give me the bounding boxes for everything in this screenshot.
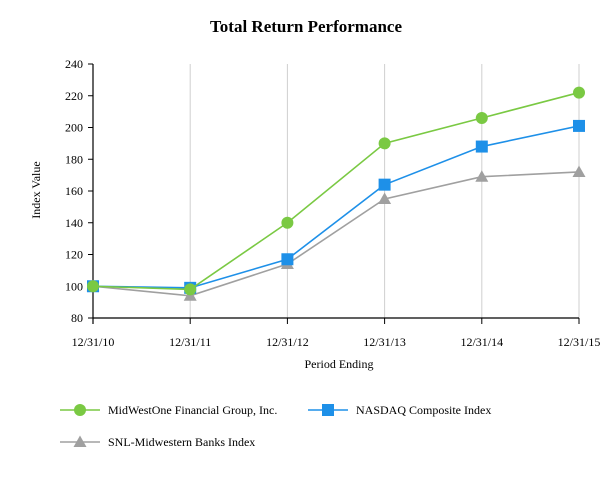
data-point-0-3 <box>378 137 391 150</box>
data-point-0-4 <box>475 111 488 124</box>
data-point-1-4 <box>475 140 488 153</box>
y-tick-label-220: 220 <box>65 89 83 103</box>
data-point-1-5 <box>573 119 585 132</box>
data-point-1-2 <box>281 253 294 266</box>
x-axis-label: Period Ending <box>305 357 374 371</box>
data-point-2-5 <box>572 165 586 177</box>
data-point-0-0 <box>87 280 99 293</box>
series-layer <box>86 86 586 301</box>
legend: MidWestOne Financial Group, Inc. NASDAQ C… <box>60 403 491 449</box>
data-point-2-4 <box>475 170 489 182</box>
chart-title: Total Return Performance <box>210 17 402 36</box>
y-axis-label: Index Value <box>29 161 43 218</box>
x-tick-label-5: 12/31/15 <box>558 335 601 349</box>
y-tick-label-100: 100 <box>65 279 83 293</box>
y-tick-label-80: 80 <box>71 311 83 325</box>
legend-label-2: SNL-Midwestern Banks Index <box>108 435 255 449</box>
x-tick-label-4: 12/31/14 <box>460 335 503 349</box>
axes <box>88 63 580 324</box>
x-tick-label-0: 12/31/10 <box>72 335 115 349</box>
series-2 <box>86 165 586 301</box>
data-point-2-3 <box>378 192 392 204</box>
legend-item-2: SNL-Midwestern Banks Index <box>60 435 255 449</box>
data-point-0-5 <box>573 86 585 99</box>
y-tick-label-240: 240 <box>65 57 83 71</box>
data-point-1-3 <box>378 178 391 191</box>
legend-label-1: NASDAQ Composite Index <box>356 403 491 417</box>
legend-marker-2 <box>73 435 87 447</box>
series-0 <box>87 86 585 296</box>
legend-marker-0 <box>74 404 86 416</box>
tick-labels: 80 100 120 140 160 180 200 220 240 12/31/10 12/31/… <box>65 57 600 349</box>
y-tick-label-140: 140 <box>65 216 83 230</box>
x-tick-label-3: 12/31/13 <box>363 335 406 349</box>
x-tick-label-1: 12/31/11 <box>169 335 211 349</box>
legend-marker-1 <box>322 404 334 416</box>
y-tick-label-180: 180 <box>65 152 83 166</box>
series-line-1 <box>92 125 580 289</box>
y-tick-label-160: 160 <box>65 184 83 198</box>
legend-item-1: NASDAQ Composite Index <box>308 403 491 417</box>
series-line-0 <box>92 91 580 291</box>
legend-item-0: MidWestOne Financial Group, Inc. <box>60 403 277 417</box>
data-point-0-2 <box>281 216 294 229</box>
data-point-0-1 <box>184 283 197 296</box>
y-tick-label-120: 120 <box>65 248 83 262</box>
y-tick-label-200: 200 <box>65 121 83 135</box>
grid-lines <box>189 64 580 318</box>
legend-label-0: MidWestOne Financial Group, Inc. <box>108 403 277 417</box>
x-tick-label-2: 12/31/12 <box>266 335 309 349</box>
series-line-2 <box>92 171 580 297</box>
series-1 <box>87 119 585 294</box>
